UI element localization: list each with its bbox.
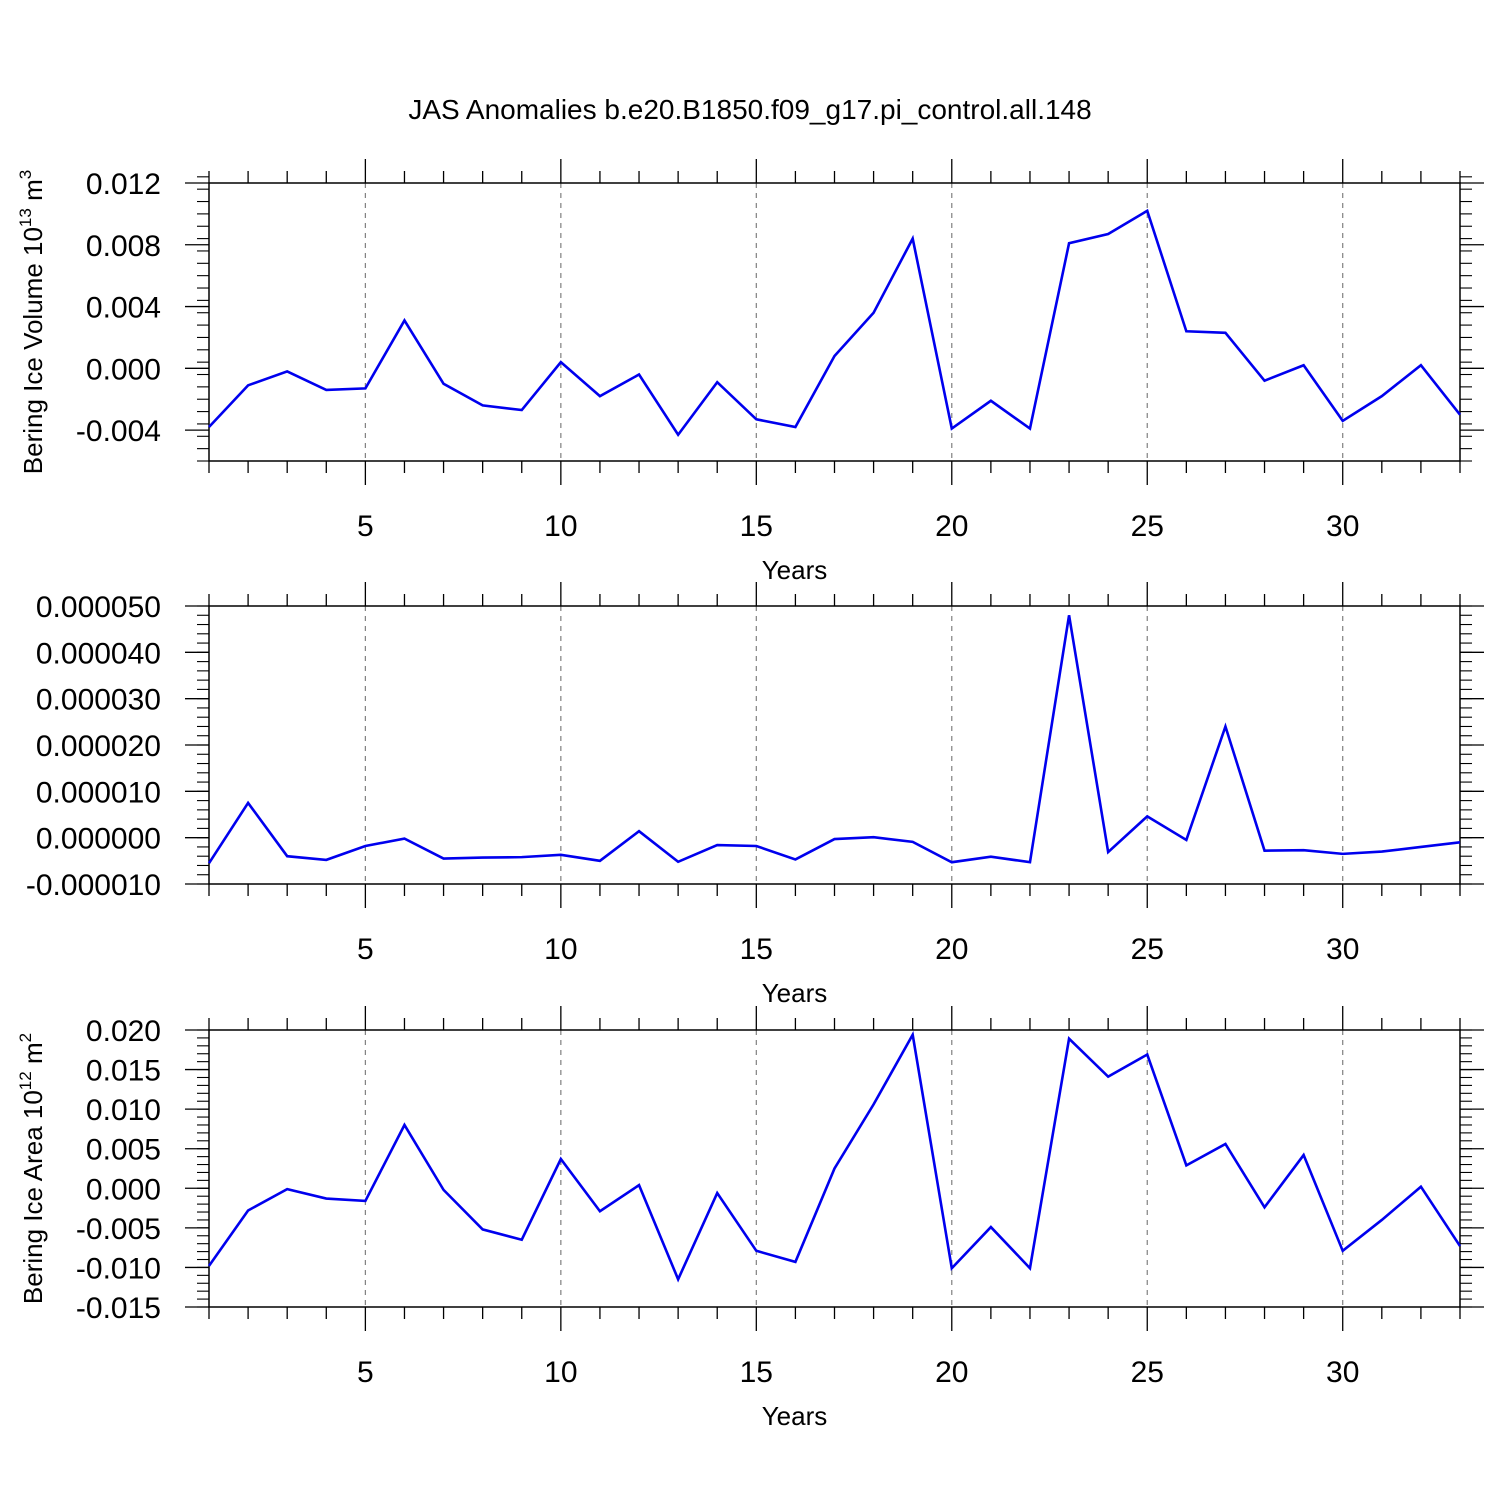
y-tick-label: -0.010: [76, 1252, 161, 1285]
plot-frame: [208, 182, 1461, 462]
y-tick-label: 0.012: [86, 168, 161, 201]
series-line-1: [207, 1030, 1462, 1283]
plot-frame: [208, 605, 1461, 885]
series-line-1: [208, 208, 1462, 438]
y-tick-label: -0.005: [76, 1213, 161, 1246]
chart-panel-2: 5 10 15 20 25 30 Years -0.000010 0.000000 0.00001…: [26, 582, 1484, 1008]
x-axis-title: Years: [762, 978, 828, 1008]
chart-panel-3: 5 10 15 20 25 30 Years -0.015 -0.010 -0.005 0.000 0…: [16, 1006, 1484, 1431]
y-tick-label: 0.020: [86, 1015, 161, 1048]
x-tick-label: 20: [935, 933, 968, 966]
x-tick-label: 20: [935, 510, 968, 543]
x-tick-label: 30: [1326, 510, 1359, 543]
y-tick-label: 0.000000: [36, 823, 161, 856]
y-tick-label: 0.000030: [36, 684, 161, 717]
x-axis-title: Years: [762, 1401, 828, 1431]
chart-panel-1: 5 10 15 20 25 30 Years -0.004 0.000 0.004 0.008 0.0…: [16, 159, 1484, 585]
y-tick-label: 0.000: [86, 353, 161, 386]
x-tick-label: 10: [544, 1356, 577, 1389]
x-tick-label: 15: [740, 933, 773, 966]
x-tick-label: 30: [1326, 1356, 1359, 1389]
x-tick-label: 20: [935, 1356, 968, 1389]
x-tick-label: 10: [544, 510, 577, 543]
x-tick-label: 10: [544, 933, 577, 966]
x-tick-label: 25: [1131, 510, 1164, 543]
x-tick-label: 15: [740, 1356, 773, 1389]
y-tick-label: -0.000010: [26, 869, 161, 902]
y-tick-label: 0.000: [86, 1173, 161, 1206]
y-tick-label: 0.010: [86, 1094, 161, 1127]
y-tick-label: 0.015: [86, 1055, 161, 1088]
x-tick-label: 30: [1326, 933, 1359, 966]
chart-title: JAS Anomalies b.e20.B1850.f09_g17.pi_con…: [408, 94, 1091, 125]
y-axis-title: Bering Ice Area 1012 m2: [16, 1033, 48, 1304]
x-tick-label: 25: [1131, 1356, 1164, 1389]
y-tick-label: 0.004: [86, 292, 161, 325]
y-tick-label: 0.000040: [36, 637, 161, 670]
x-tick-label: 5: [357, 510, 374, 543]
y-tick-label: 0.008: [86, 230, 161, 263]
y-tick-label: -0.015: [76, 1292, 161, 1325]
series-line-1: [207, 615, 1461, 864]
x-tick-label: 5: [357, 1356, 374, 1389]
x-tick-label: 25: [1131, 933, 1164, 966]
x-tick-label: 15: [740, 510, 773, 543]
y-tick-label: 0.000020: [36, 730, 161, 763]
y-tick-label: -0.004: [76, 415, 161, 448]
y-tick-label: 0.000010: [36, 776, 161, 809]
x-axis-title: Years: [762, 555, 828, 585]
x-tick-label: 5: [357, 933, 374, 966]
y-tick-label: 0.000050: [36, 591, 161, 624]
y-axis-title: Bering Ice Volume 1013 m3: [16, 170, 48, 474]
y-tick-label: 0.005: [86, 1134, 161, 1167]
